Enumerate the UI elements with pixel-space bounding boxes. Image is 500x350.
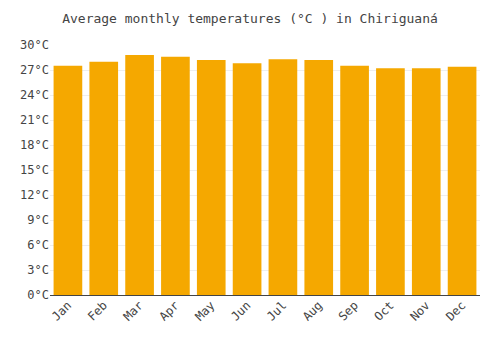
svg-text:12°C: 12°C bbox=[20, 188, 49, 202]
svg-text:15°C: 15°C bbox=[20, 163, 49, 177]
svg-text:Dec: Dec bbox=[443, 298, 468, 323]
svg-text:Mar: Mar bbox=[121, 298, 146, 323]
svg-text:21°C: 21°C bbox=[20, 113, 49, 127]
svg-text:3°C: 3°C bbox=[27, 263, 49, 277]
svg-text:Jul: Jul bbox=[264, 298, 289, 323]
svg-text:Nov: Nov bbox=[407, 298, 432, 323]
svg-text:9°C: 9°C bbox=[27, 213, 49, 227]
svg-text:Jan: Jan bbox=[49, 298, 74, 323]
svg-text:30°C: 30°C bbox=[20, 38, 49, 52]
svg-text:27°C: 27°C bbox=[20, 63, 49, 77]
svg-text:Oct: Oct bbox=[372, 298, 397, 323]
svg-text:18°C: 18°C bbox=[20, 138, 49, 152]
svg-text:May: May bbox=[192, 298, 217, 323]
svg-text:Aug: Aug bbox=[300, 298, 325, 323]
svg-text:Jun: Jun bbox=[228, 298, 253, 323]
svg-text:0°C: 0°C bbox=[27, 288, 49, 302]
svg-text:Feb: Feb bbox=[85, 298, 110, 323]
svg-text:24°C: 24°C bbox=[20, 88, 49, 102]
svg-text:Apr: Apr bbox=[157, 298, 182, 323]
svg-text:Average monthly temperatures (: Average monthly temperatures (°C ) in Ch… bbox=[62, 11, 438, 26]
svg-text:Sep: Sep bbox=[336, 298, 361, 323]
svg-text:6°C: 6°C bbox=[27, 238, 49, 252]
